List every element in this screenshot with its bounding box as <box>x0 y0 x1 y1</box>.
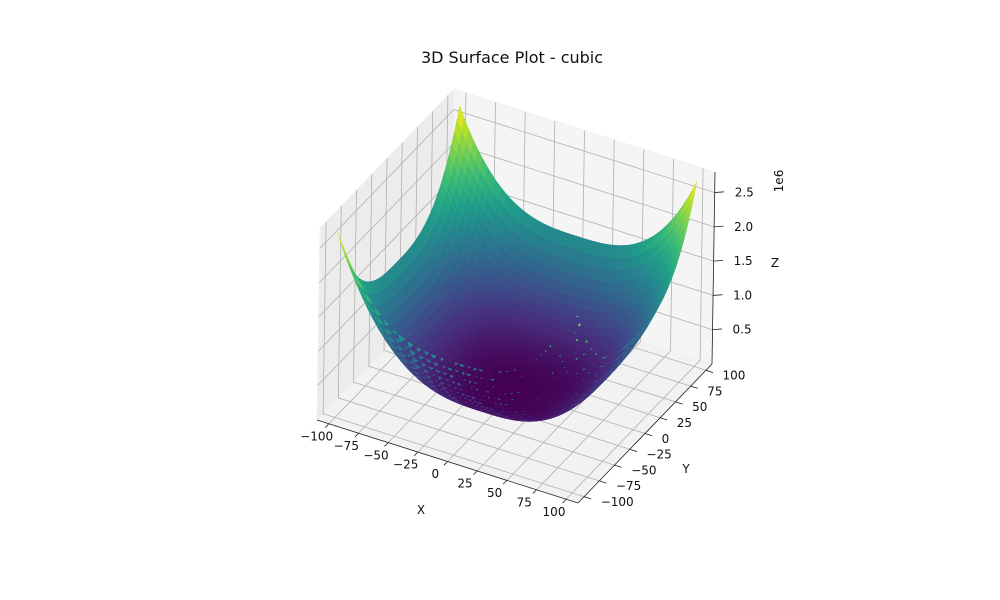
y-tick-label: 0 <box>662 432 670 446</box>
y-tick-mark <box>629 448 638 452</box>
x-axis-label: X <box>417 503 425 517</box>
surface-facet <box>540 418 548 421</box>
y-tick-mark <box>583 496 592 500</box>
y-tick-label: 100 <box>723 369 746 383</box>
y-tick-mark <box>705 369 714 373</box>
x-tick-mark <box>413 451 419 457</box>
z-tick-mark <box>714 191 725 193</box>
z-gridline <box>319 109 715 249</box>
y-tick-label: 25 <box>677 416 692 430</box>
z-tick-label: 2.5 <box>735 186 754 200</box>
x-tick-mark <box>324 423 330 428</box>
x-tick-mark <box>384 442 389 447</box>
y-tick-label: −75 <box>616 479 641 493</box>
z-tick-label: 1.5 <box>734 254 753 268</box>
y-tick-label: −25 <box>646 448 671 462</box>
axes-ticks: −100−75−50−250255075100−100−75−50−250255… <box>300 186 754 519</box>
z-tick-label: 0.5 <box>733 323 752 337</box>
x-tick-label: −75 <box>334 439 359 453</box>
surface-mesh <box>337 104 698 422</box>
x-tick-mark <box>354 432 359 438</box>
x-tick-label: 75 <box>517 495 532 509</box>
x-tick-mark <box>562 498 567 504</box>
y-axis-label: Y <box>681 462 690 476</box>
z-tick-mark <box>713 294 723 296</box>
y-tick-mark <box>690 385 698 389</box>
x-tick-mark <box>532 489 537 494</box>
x-tick-mark <box>502 480 508 485</box>
y-gridline <box>368 174 630 450</box>
x-tick-label: −25 <box>393 458 418 472</box>
y-gridline <box>337 205 600 482</box>
z-axis-label: Z <box>771 256 779 270</box>
y-tick-mark <box>644 433 653 437</box>
y-tick-label: −100 <box>601 495 634 509</box>
z-tick-mark <box>713 259 724 262</box>
z-axis-line <box>711 171 716 365</box>
z-tick-mark <box>714 225 724 228</box>
x-tick-mark <box>443 461 448 466</box>
y-gridline <box>353 190 615 466</box>
z-tick-mark <box>712 328 722 331</box>
y-tick-label: −50 <box>631 463 656 477</box>
y-tick-mark <box>675 401 683 405</box>
chart-title: 3D Surface Plot - cubic <box>421 48 603 67</box>
y-tick-mark <box>660 417 668 421</box>
x-gridline <box>506 149 645 481</box>
x-tick-label: 25 <box>457 477 472 491</box>
z-tick-label: 2.0 <box>734 220 753 234</box>
x-tick-label: 50 <box>487 486 502 500</box>
y-gridline <box>322 221 585 498</box>
x-tick-label: −100 <box>300 429 333 443</box>
x-tick-label: 100 <box>543 505 566 519</box>
x-tick-label: −50 <box>363 448 388 462</box>
z-offset-label: 1e6 <box>772 170 786 193</box>
x-tick-mark <box>473 470 478 476</box>
x-gridline <box>565 168 704 500</box>
y-tick-mark <box>614 464 622 468</box>
y-tick-label: 50 <box>692 400 707 414</box>
y-tick-mark <box>599 480 607 484</box>
z-tick-label: 1.0 <box>733 288 752 302</box>
x-tick-label: 0 <box>431 467 439 481</box>
y-tick-label: 75 <box>707 384 722 398</box>
